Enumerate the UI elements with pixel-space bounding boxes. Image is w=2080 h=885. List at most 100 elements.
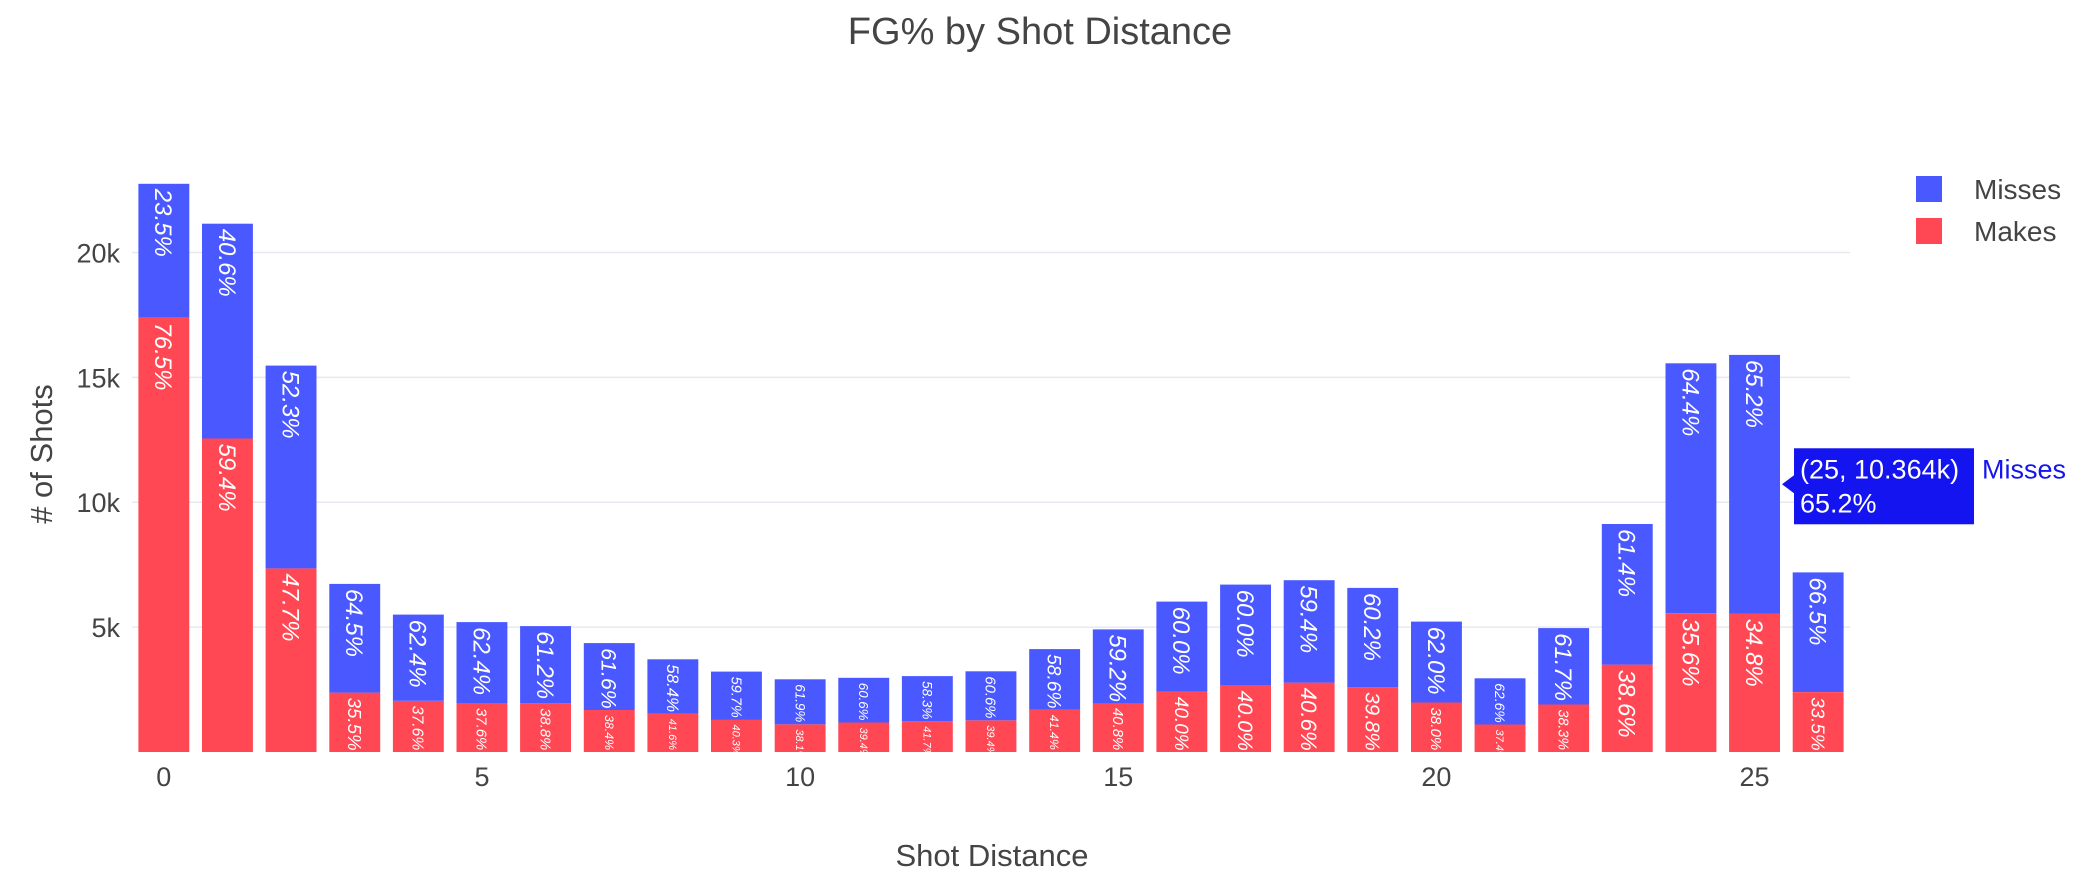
bar-makes[interactable] bbox=[1665, 613, 1717, 752]
bar-misses[interactable] bbox=[1665, 363, 1717, 614]
bar-misses[interactable] bbox=[1092, 629, 1144, 704]
bar-makes[interactable] bbox=[1411, 702, 1462, 753]
legend-swatch[interactable] bbox=[1916, 218, 1942, 244]
legend-label[interactable]: Makes bbox=[1974, 216, 2056, 247]
bar-value-label: 61.9% bbox=[792, 684, 807, 722]
bar-value-label: 40.3% bbox=[730, 725, 742, 756]
x-tick-label: 5 bbox=[474, 762, 489, 792]
bar-misses[interactable] bbox=[1347, 587, 1399, 688]
bar-makes[interactable] bbox=[1092, 703, 1144, 752]
bar-makes[interactable] bbox=[265, 568, 317, 752]
bar-misses[interactable] bbox=[520, 626, 571, 704]
bar-makes[interactable] bbox=[1283, 682, 1335, 752]
y-tick-label: 10k bbox=[76, 488, 120, 518]
bar-value-label: 37.6% bbox=[409, 706, 426, 751]
bar-makes[interactable] bbox=[838, 722, 890, 753]
bar-misses[interactable] bbox=[1029, 649, 1081, 710]
legend-label[interactable]: Misses bbox=[1974, 174, 2061, 205]
bar-value-label: 35.6% bbox=[1676, 618, 1703, 686]
bar-makes[interactable] bbox=[1156, 691, 1208, 752]
bar-misses[interactable] bbox=[1474, 678, 1526, 725]
bar-makes[interactable] bbox=[1029, 709, 1081, 752]
bar-makes[interactable] bbox=[1347, 687, 1399, 752]
bar-makes[interactable] bbox=[392, 700, 444, 752]
bar-value-label: 62.6% bbox=[1492, 683, 1508, 722]
x-tick-label: 0 bbox=[156, 762, 171, 792]
bar-value-label: 66.5% bbox=[1804, 577, 1831, 645]
bar-misses[interactable] bbox=[1411, 621, 1462, 703]
bar-misses[interactable] bbox=[1283, 580, 1335, 683]
bar-makes[interactable] bbox=[202, 438, 253, 753]
grid-lines bbox=[132, 251, 1850, 628]
bar-value-label: 33.5% bbox=[1806, 697, 1827, 751]
bar-misses[interactable] bbox=[647, 659, 699, 714]
bar-misses[interactable] bbox=[583, 643, 635, 710]
bar-makes[interactable] bbox=[1729, 613, 1780, 752]
bar-value-label: 41.6% bbox=[666, 719, 678, 750]
bar-makes[interactable] bbox=[520, 703, 571, 752]
bar-makes[interactable] bbox=[1601, 664, 1653, 752]
tooltip-series-name: Misses bbox=[1982, 454, 2066, 484]
bar-misses[interactable] bbox=[1156, 601, 1208, 692]
bar-makes[interactable] bbox=[774, 724, 826, 752]
bar-makes[interactable] bbox=[1792, 692, 1844, 752]
bar-makes[interactable] bbox=[1474, 724, 1526, 753]
bar-makes[interactable] bbox=[901, 721, 953, 752]
x-tick-label: 20 bbox=[1421, 762, 1451, 792]
bar-makes[interactable] bbox=[583, 710, 635, 752]
bar-value-label: 34.8% bbox=[1740, 619, 1767, 687]
bar-value-label: 41.4% bbox=[1047, 715, 1061, 750]
bar-value-label: 40.6% bbox=[1296, 688, 1321, 751]
bar-value-label: 39.8% bbox=[1360, 692, 1383, 751]
bar-makes[interactable] bbox=[1538, 704, 1590, 753]
bar-misses[interactable] bbox=[711, 671, 762, 720]
bars[interactable] bbox=[138, 183, 1844, 753]
bar-value-label: 38.8% bbox=[536, 708, 552, 750]
bar-misses[interactable] bbox=[202, 223, 253, 439]
bar-misses[interactable] bbox=[1220, 584, 1271, 686]
legend-swatch[interactable] bbox=[1916, 176, 1942, 202]
bar-labels: 23.5% 76.5% 40.6% 59.4% 52.3% 47.7% 64.5% 35.5%… bbox=[149, 188, 1830, 761]
bar-value-label: 38.6% bbox=[1613, 670, 1640, 738]
hover-tooltip: (25, 10.364k) 65.2% Misses bbox=[1782, 448, 2066, 525]
bar-makes[interactable] bbox=[1220, 685, 1271, 752]
bar-misses[interactable] bbox=[1601, 524, 1653, 665]
bar-value-label: 39.4% bbox=[857, 728, 869, 759]
bar-makes[interactable] bbox=[965, 720, 1017, 752]
bar-makes[interactable] bbox=[329, 692, 381, 752]
bar-value-label: 62.4% bbox=[404, 620, 431, 688]
bar-value-label: 60.0% bbox=[1231, 590, 1258, 658]
bar-value-label: 61.4% bbox=[1613, 529, 1640, 597]
bar-value-label: 37.6% bbox=[473, 708, 489, 750]
bar-misses[interactable] bbox=[329, 583, 381, 693]
bar-misses[interactable] bbox=[965, 671, 1017, 721]
bar-value-label: 76.5% bbox=[149, 322, 176, 390]
bar-misses[interactable] bbox=[901, 676, 953, 722]
bar-value-label: 62.4% bbox=[467, 627, 494, 695]
bar-misses[interactable] bbox=[1792, 572, 1844, 692]
bar-makes[interactable] bbox=[647, 713, 699, 752]
bar-value-label: 59.4% bbox=[213, 444, 240, 512]
bar-misses[interactable] bbox=[456, 622, 508, 703]
x-tick-label: 10 bbox=[785, 762, 815, 792]
chart-title: FG% by Shot Distance bbox=[848, 11, 1232, 53]
bar-value-label: 58.3% bbox=[920, 681, 935, 719]
bar-misses[interactable] bbox=[1538, 628, 1590, 705]
bar-makes[interactable] bbox=[456, 703, 508, 752]
bar-value-label: 59.7% bbox=[727, 677, 743, 718]
bar-misses[interactable] bbox=[1729, 354, 1780, 614]
bar-misses[interactable] bbox=[392, 614, 444, 701]
y-tick-label: 5k bbox=[91, 613, 120, 643]
bar-makes[interactable] bbox=[711, 719, 762, 753]
bar-misses[interactable] bbox=[138, 183, 190, 318]
bar-makes[interactable] bbox=[138, 317, 190, 752]
bar-misses[interactable] bbox=[838, 677, 890, 723]
bar-misses[interactable] bbox=[774, 679, 826, 725]
bar-value-label: 37.4% bbox=[1493, 730, 1505, 761]
bar-value-label: 60.0% bbox=[1167, 607, 1194, 675]
tooltip-box bbox=[1794, 448, 1975, 525]
tooltip-line-2: 65.2% bbox=[1800, 488, 1877, 518]
bar-misses[interactable] bbox=[265, 365, 317, 569]
legend[interactable]: Misses Makes bbox=[1916, 174, 2061, 247]
